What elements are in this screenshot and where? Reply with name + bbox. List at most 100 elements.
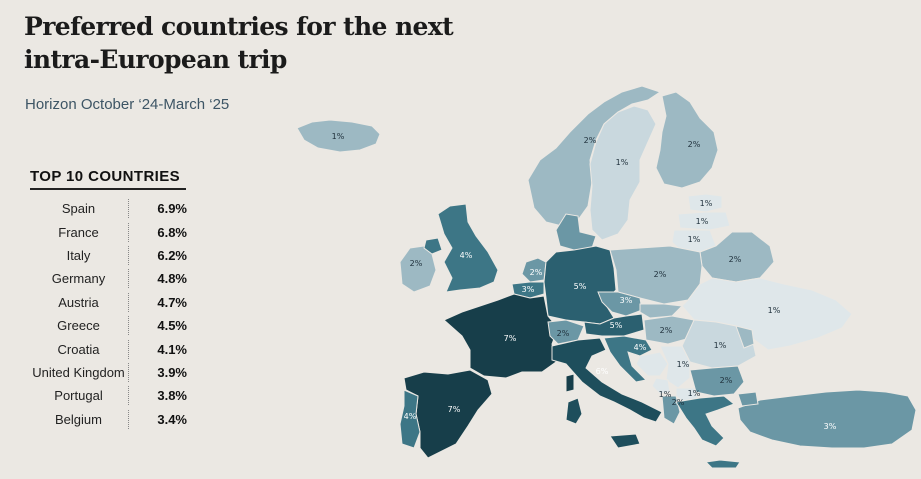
country-name: Italy	[66, 247, 91, 263]
row-separator	[128, 316, 129, 336]
row-separator	[128, 386, 129, 406]
country-moldova	[735, 325, 755, 349]
country-albania	[661, 395, 681, 425]
label-ireland: 2%	[410, 259, 423, 268]
top-10-row: Spain 6.9%	[30, 197, 190, 220]
top-10-row: Croatia 4.1%	[30, 337, 190, 360]
chart-title-line-1: Preferred countries for the next	[24, 12, 454, 41]
top-10-row: Italy 6.2%	[30, 244, 190, 267]
label-serbia: 1%	[677, 360, 690, 369]
row-separator	[128, 292, 129, 312]
row-separator	[128, 339, 129, 359]
country-portugal	[399, 389, 421, 449]
label-uk: 4%	[460, 251, 473, 260]
country-turkey	[737, 389, 917, 449]
row-separator	[128, 362, 129, 382]
country-bulgaria	[689, 365, 745, 397]
country-italy	[551, 337, 663, 423]
country-uk	[437, 203, 499, 293]
label-poland: 2%	[654, 270, 667, 279]
country-belarus	[699, 231, 775, 283]
country-estonia	[687, 193, 723, 213]
top-10-row: Belgium 3.4%	[30, 408, 190, 431]
country-serbia	[659, 345, 691, 389]
top-10-row: United Kingdom 3.9%	[30, 361, 190, 384]
country-name: France	[58, 224, 99, 240]
label-romania: 1%	[714, 341, 727, 350]
country-share: 4.7%	[157, 294, 187, 310]
country-share: 4.8%	[157, 271, 187, 287]
label-spain: 7%	[448, 405, 461, 414]
label-germany: 5%	[574, 282, 587, 291]
country-name: Greece	[57, 318, 100, 334]
label-montenegro: 1%	[659, 390, 672, 399]
country-share: 6.8%	[157, 224, 187, 240]
country-greece	[675, 395, 735, 447]
label-ukraine: 1%	[768, 306, 781, 315]
label-latvia: 1%	[696, 217, 709, 226]
label-turkey: 3%	[824, 422, 837, 431]
chart-title: Preferred countries for the next intra-E…	[24, 10, 454, 76]
chart-subtitle: Horizon October ‘24-March ‘25	[25, 96, 230, 113]
country-share: 3.4%	[157, 411, 187, 427]
country-slovakia	[639, 303, 684, 319]
country-spain	[403, 369, 493, 459]
label-sweden: 1%	[616, 158, 629, 167]
country-name: Spain	[61, 201, 96, 217]
country-ireland	[399, 245, 437, 293]
island-sicily	[609, 433, 641, 449]
country-share: 4.5%	[157, 318, 187, 334]
country-turkey-thrace	[737, 391, 759, 407]
country-sweden	[589, 105, 657, 241]
country-northern-ireland	[423, 237, 443, 255]
label-albania: 2%	[672, 398, 685, 407]
top-10-rows: Spain 6.9% France 6.8% Italy 6.2% Germany 4.8% A…	[30, 197, 190, 431]
country-name: Croatia	[57, 341, 100, 357]
country-czechia	[597, 291, 643, 317]
country-finland	[655, 91, 719, 189]
country-name: Portugal	[54, 388, 103, 404]
island-crete	[704, 459, 741, 469]
country-name: Austria	[58, 294, 99, 310]
country-austria	[583, 313, 645, 337]
row-separator	[128, 269, 129, 289]
country-name: Belgium	[55, 411, 102, 427]
row-separator	[128, 409, 129, 429]
country-name: United Kingdom	[32, 364, 125, 380]
label-croatia: 4%	[634, 343, 647, 352]
row-separator	[128, 245, 129, 265]
top-10-row: Austria 4.7%	[30, 291, 190, 314]
label-belgium: 3%	[522, 285, 535, 294]
island-corsica	[565, 373, 575, 393]
label-hungary: 2%	[660, 326, 673, 335]
country-bosnia	[635, 351, 669, 377]
country-share: 4.1%	[157, 341, 187, 357]
label-portugal: 4%	[404, 412, 417, 421]
label-france: 7%	[504, 334, 517, 343]
label-north-macedonia: 1%	[688, 389, 701, 398]
label-finland: 2%	[688, 140, 701, 149]
map-labels: 1% 2% 1% 2% 1% 1% 1% 2% 2% 4% 2% 3% 5% 2…	[332, 132, 837, 431]
top-10-row: France 6.8%	[30, 220, 190, 243]
top-10-row: Germany 4.8%	[30, 267, 190, 290]
label-lithuania: 1%	[688, 235, 701, 244]
label-norway: 2%	[584, 136, 597, 145]
label-netherlands: 2%	[530, 268, 543, 277]
country-share: 6.2%	[157, 247, 187, 263]
country-share: 3.8%	[157, 388, 187, 404]
country-share: 6.9%	[157, 201, 187, 217]
country-montenegro	[651, 377, 671, 395]
label-belarus: 2%	[729, 255, 742, 264]
country-share: 3.9%	[157, 364, 187, 380]
country-germany	[543, 245, 617, 325]
label-estonia: 1%	[700, 199, 713, 208]
label-czechia: 3%	[620, 296, 633, 305]
island-sardinia	[565, 397, 583, 425]
country-latvia	[677, 211, 731, 231]
country-croatia	[603, 335, 653, 383]
top-10-heading: TOP 10 COUNTRIES	[30, 168, 186, 190]
label-italy: 6%	[596, 367, 609, 376]
country-france	[443, 293, 559, 379]
label-bulgaria: 2%	[720, 376, 733, 385]
